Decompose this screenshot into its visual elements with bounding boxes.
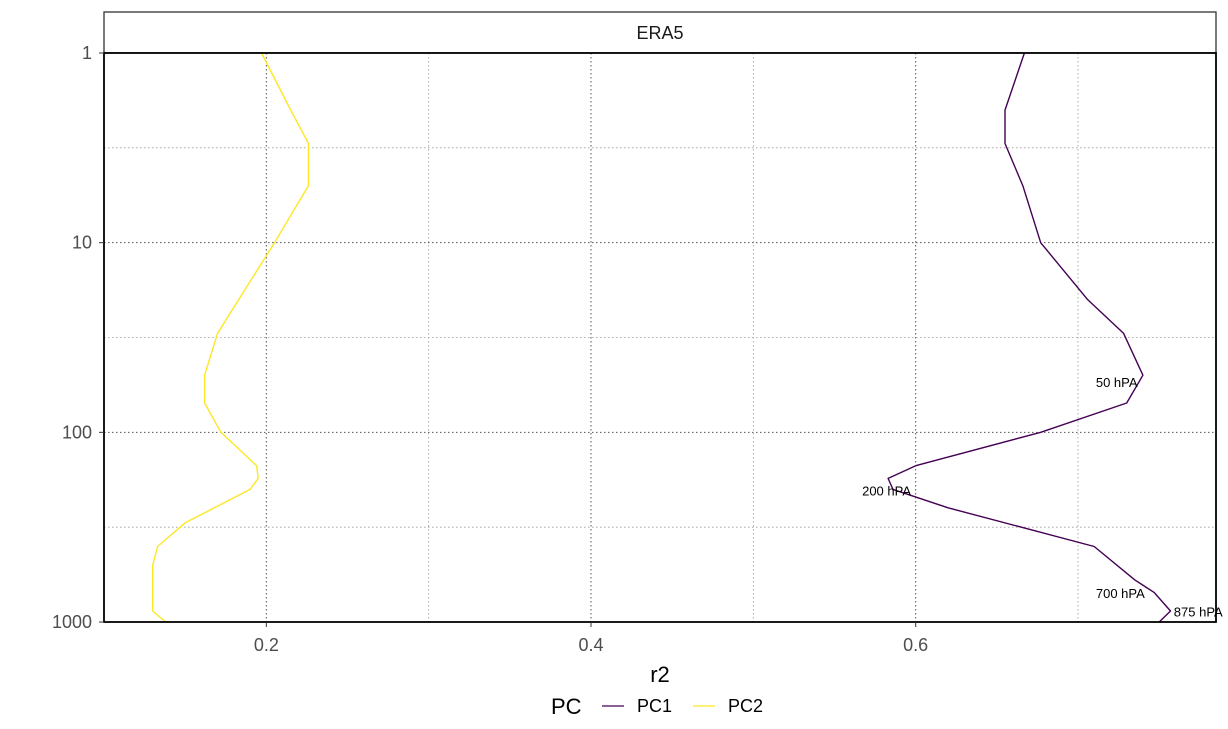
y-tick-label: 10 [72, 233, 92, 253]
annotation-label: 875 hPA [1174, 604, 1223, 619]
x-tick-label: 0.2 [254, 635, 279, 655]
y-tick-label: 100 [62, 422, 92, 442]
legend-label-pc2: PC2 [728, 696, 763, 716]
series-lines [151, 52, 1172, 623]
x-tick-label: 0.4 [578, 635, 603, 655]
panel-border [103, 52, 1217, 623]
x-axis-title: r2 [650, 662, 670, 687]
y-axis-ticks: 1 10 100 1000 [52, 43, 104, 632]
annotation-label: 50 hPA [1096, 375, 1138, 390]
legend-title: PC [551, 694, 582, 719]
legend: PC PC1 PC2 [551, 694, 763, 719]
y-tick-label: 1000 [52, 612, 92, 632]
series-line-pc1 [887, 52, 1172, 623]
facet-strip-label: ERA5 [636, 23, 683, 43]
legend-label-pc1: PC1 [637, 696, 672, 716]
annotations: 50 hPA 200 hPA 700 hPA 875 hPA [862, 375, 1223, 619]
annotation-label: 200 hPA [862, 483, 911, 498]
annotation-label: 700 hPA [1096, 586, 1145, 601]
y-tick-label: 1 [82, 43, 92, 63]
x-axis-ticks: 0.2 0.4 0.6 [254, 622, 928, 655]
series-line-pc2 [151, 52, 310, 623]
facet-strip [103, 11, 1217, 54]
x-tick-label: 0.6 [903, 635, 928, 655]
